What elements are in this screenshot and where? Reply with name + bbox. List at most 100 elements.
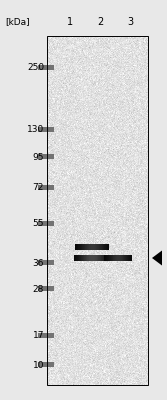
Bar: [86, 244, 87, 250]
Bar: [104, 255, 105, 261]
Bar: [130, 255, 131, 261]
Bar: [107, 255, 108, 261]
Bar: [98, 244, 99, 250]
Bar: [120, 255, 121, 261]
Text: 17: 17: [33, 332, 44, 340]
Bar: [111, 255, 112, 261]
Text: 28: 28: [33, 284, 44, 294]
Bar: [118, 255, 119, 261]
Bar: [131, 255, 132, 261]
Bar: [86, 255, 87, 261]
Bar: [38, 185, 54, 190]
Bar: [128, 255, 129, 261]
Bar: [107, 255, 108, 261]
Bar: [95, 255, 96, 261]
Bar: [105, 244, 106, 250]
Bar: [119, 255, 120, 261]
Polygon shape: [152, 250, 162, 266]
Bar: [38, 333, 54, 338]
Bar: [127, 255, 128, 261]
Bar: [100, 244, 101, 250]
Bar: [109, 255, 110, 261]
Bar: [82, 244, 83, 250]
Text: 1: 1: [67, 17, 73, 27]
Bar: [80, 255, 81, 261]
Text: 10: 10: [33, 360, 44, 370]
Bar: [85, 244, 86, 250]
Bar: [78, 255, 79, 261]
Bar: [91, 255, 92, 261]
Bar: [87, 244, 88, 250]
Bar: [110, 255, 111, 261]
Bar: [82, 255, 83, 261]
Bar: [104, 255, 105, 261]
Bar: [79, 244, 80, 250]
Bar: [108, 255, 109, 261]
Bar: [75, 255, 76, 261]
Bar: [84, 244, 85, 250]
Bar: [123, 255, 124, 261]
Bar: [100, 255, 101, 261]
Bar: [80, 244, 81, 250]
Bar: [108, 244, 109, 250]
Bar: [77, 244, 78, 250]
Bar: [93, 244, 94, 250]
Bar: [101, 244, 102, 250]
Text: 72: 72: [33, 184, 44, 192]
Bar: [96, 244, 97, 250]
Bar: [96, 255, 97, 261]
Text: 95: 95: [33, 152, 44, 162]
Bar: [106, 255, 107, 261]
Bar: [105, 255, 106, 261]
Bar: [38, 260, 54, 265]
Text: 130: 130: [27, 126, 44, 134]
Bar: [105, 255, 106, 261]
Bar: [77, 255, 78, 261]
Bar: [83, 244, 84, 250]
Bar: [76, 255, 77, 261]
Bar: [94, 244, 95, 250]
Bar: [102, 244, 103, 250]
Bar: [98, 255, 99, 261]
Bar: [106, 255, 107, 261]
Bar: [87, 255, 88, 261]
Bar: [74, 255, 75, 261]
Bar: [129, 255, 130, 261]
Bar: [81, 244, 82, 250]
Bar: [47, 36, 148, 385]
Bar: [122, 255, 123, 261]
Bar: [97, 244, 98, 250]
Bar: [109, 255, 110, 261]
Bar: [114, 255, 115, 261]
Text: 2: 2: [97, 17, 103, 27]
Bar: [78, 244, 79, 250]
Bar: [99, 244, 100, 250]
Bar: [88, 255, 89, 261]
Bar: [125, 255, 126, 261]
Bar: [117, 255, 118, 261]
Bar: [81, 255, 82, 261]
Bar: [113, 255, 114, 261]
Bar: [106, 244, 107, 250]
Bar: [97, 255, 98, 261]
Bar: [101, 255, 102, 261]
Bar: [84, 255, 85, 261]
Bar: [91, 244, 92, 250]
Text: 55: 55: [33, 220, 44, 228]
Bar: [121, 255, 122, 261]
Bar: [92, 255, 93, 261]
Text: [kDa]: [kDa]: [6, 18, 30, 26]
Bar: [89, 244, 90, 250]
Bar: [93, 255, 94, 261]
Bar: [89, 255, 90, 261]
Bar: [112, 255, 113, 261]
Bar: [103, 255, 104, 261]
Bar: [38, 286, 54, 291]
Bar: [38, 127, 54, 132]
Bar: [102, 255, 103, 261]
Bar: [38, 362, 54, 367]
Text: 3: 3: [127, 17, 133, 27]
Text: 36: 36: [33, 258, 44, 268]
Bar: [85, 255, 86, 261]
Bar: [83, 255, 84, 261]
